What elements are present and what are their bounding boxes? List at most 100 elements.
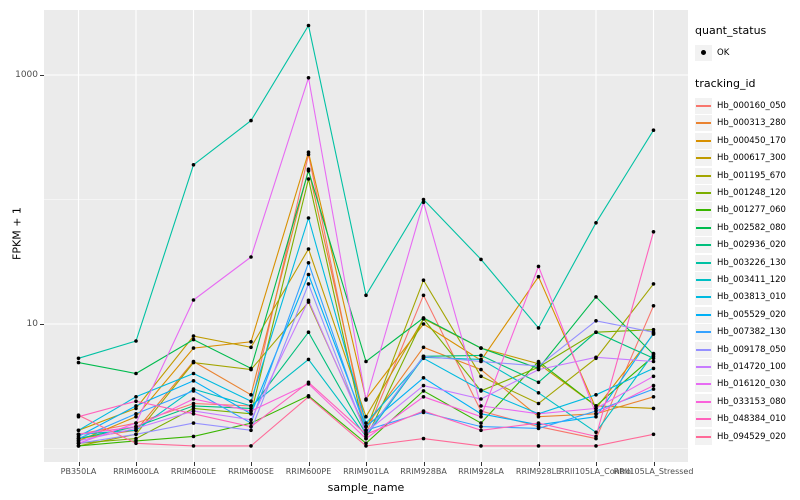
legend-key-swatch — [696, 278, 711, 281]
data-point — [536, 421, 541, 425]
data-point — [306, 247, 311, 251]
legend-entry: Hb_000450_170 — [695, 132, 800, 149]
data-point — [479, 374, 483, 379]
data-point — [191, 298, 196, 302]
data-point — [306, 261, 311, 265]
legend-key-swatch — [696, 400, 711, 403]
legend-key-swatch — [696, 313, 711, 316]
data-point — [249, 409, 253, 413]
legend-entry-label: Hb_005529_020 — [717, 309, 786, 320]
legend-entry: Hb_005529_020 — [695, 306, 800, 323]
data-point — [249, 418, 253, 422]
x-tick-mark — [136, 462, 137, 466]
legend-title-tracking-id: tracking_id — [695, 77, 756, 91]
legend-key-box — [695, 254, 712, 271]
data-point — [306, 272, 311, 277]
legend-entry-label: Hb_094529_020 — [717, 431, 786, 442]
data-point — [191, 360, 196, 365]
legend-key-swatch — [696, 105, 711, 108]
legend-entry-label: Hb_000160_050 — [717, 101, 786, 112]
legend-entry-label: Hb_001195_670 — [717, 170, 786, 181]
data-point — [306, 380, 311, 385]
legend-key-box — [695, 358, 712, 375]
legend-entry-label: Hb_002582_080 — [717, 222, 786, 233]
legend-entry: Hb_007382_130 — [695, 323, 800, 341]
data-point — [479, 397, 483, 401]
data-point — [594, 430, 598, 435]
legend-key-box — [695, 167, 712, 184]
data-point — [249, 424, 253, 429]
x-tick-mark — [308, 462, 310, 466]
data-point — [364, 444, 368, 448]
legend-entry: Hb_009178_050 — [695, 341, 800, 358]
data-point — [479, 421, 483, 425]
data-point — [421, 316, 426, 320]
data-point — [479, 346, 483, 350]
data-point — [76, 441, 81, 446]
data-point — [249, 345, 253, 350]
data-point — [249, 428, 253, 433]
data-point — [191, 379, 196, 383]
legend-entry: Hb_003411_120 — [695, 271, 800, 288]
data-point — [76, 360, 81, 365]
y-tick-label: 1000 — [15, 69, 38, 80]
data-point — [76, 356, 81, 361]
legend-key-box — [695, 324, 712, 341]
data-point — [536, 274, 541, 279]
legend-key-swatch — [696, 261, 711, 264]
data-point — [364, 436, 368, 441]
data-point — [364, 414, 368, 419]
plot-panel — [44, 10, 688, 462]
x-tick-mark — [653, 462, 655, 466]
legend-entry: Hb_033153_080 — [695, 393, 800, 410]
data-point — [594, 409, 598, 413]
legend-key-swatch — [696, 139, 711, 142]
data-point — [594, 319, 598, 323]
legend-entry: Hb_094529_020 — [695, 428, 800, 445]
data-point — [651, 366, 656, 371]
data-point — [421, 376, 426, 380]
x-tick-mark — [481, 462, 482, 466]
legend-entry-label: Hb_000450_170 — [717, 135, 786, 146]
data-point — [479, 257, 483, 262]
data-point — [594, 434, 598, 439]
legend-entry-label: OK — [717, 47, 730, 58]
data-point — [536, 414, 541, 419]
data-point — [306, 282, 311, 286]
data-point — [421, 322, 426, 326]
data-point — [651, 330, 656, 335]
plot-canvas — [44, 10, 688, 462]
y-tick-mark — [40, 75, 44, 76]
data-point — [249, 444, 253, 448]
data-point — [191, 337, 196, 342]
data-point — [364, 293, 368, 298]
data-point — [421, 389, 426, 393]
x-axis-title: sample_name — [327, 481, 405, 494]
legend-entry-label: Hb_048384_010 — [717, 414, 786, 425]
data-point — [306, 23, 311, 28]
legend-entry: Hb_003813_010 — [695, 289, 800, 306]
data-point — [651, 351, 656, 356]
legend-key-swatch — [696, 418, 711, 421]
data-point — [249, 340, 253, 344]
legend-key-swatch — [696, 226, 711, 229]
legend-entry-label: Hb_009178_050 — [717, 344, 786, 355]
data-point — [651, 356, 656, 361]
legend-key-box — [695, 185, 712, 202]
legend-key-swatch — [696, 435, 711, 438]
x-tick-mark — [423, 462, 425, 466]
y-tick-label: 10 — [26, 318, 38, 329]
x-tick-mark — [193, 462, 195, 466]
data-point — [651, 282, 656, 286]
data-point — [306, 169, 311, 173]
data-point — [306, 150, 311, 154]
legend-key-swatch — [696, 348, 711, 351]
legend-spacer — [695, 61, 800, 77]
legend-entry: Hb_000313_280 — [695, 115, 800, 132]
legend-key-swatch — [696, 157, 711, 160]
x-tick-label: RRIM928LA — [458, 467, 504, 476]
data-point — [651, 387, 656, 391]
legend-key-box — [695, 132, 712, 149]
legend-key-box — [695, 202, 712, 219]
legend-entry: Hb_002936_020 — [695, 237, 800, 254]
